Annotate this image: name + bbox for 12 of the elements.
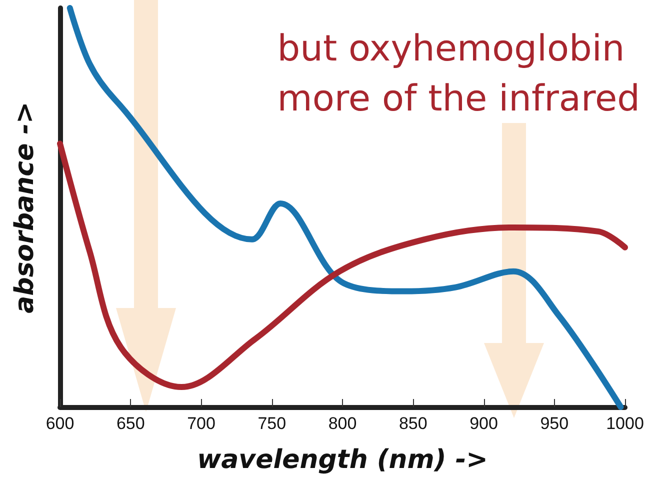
x-axis-title: wavelength (nm) -> (197, 445, 488, 475)
y-axis-title: absorbance -> (10, 102, 40, 314)
annotation: but oxyhemoglobin more of the infrared (277, 28, 640, 120)
x-tick-label: 650 (116, 414, 145, 433)
x-tick-label: 800 (328, 414, 357, 433)
x-tick-label: 1000 (606, 414, 644, 433)
x-tick-label: 700 (187, 414, 216, 433)
x-tick-label: 600 (46, 414, 74, 433)
x-tick-label: 750 (258, 414, 286, 433)
x-tick-label: 950 (540, 414, 569, 433)
x-tick-label: 900 (470, 414, 498, 433)
x-tick-label: 850 (398, 414, 428, 433)
